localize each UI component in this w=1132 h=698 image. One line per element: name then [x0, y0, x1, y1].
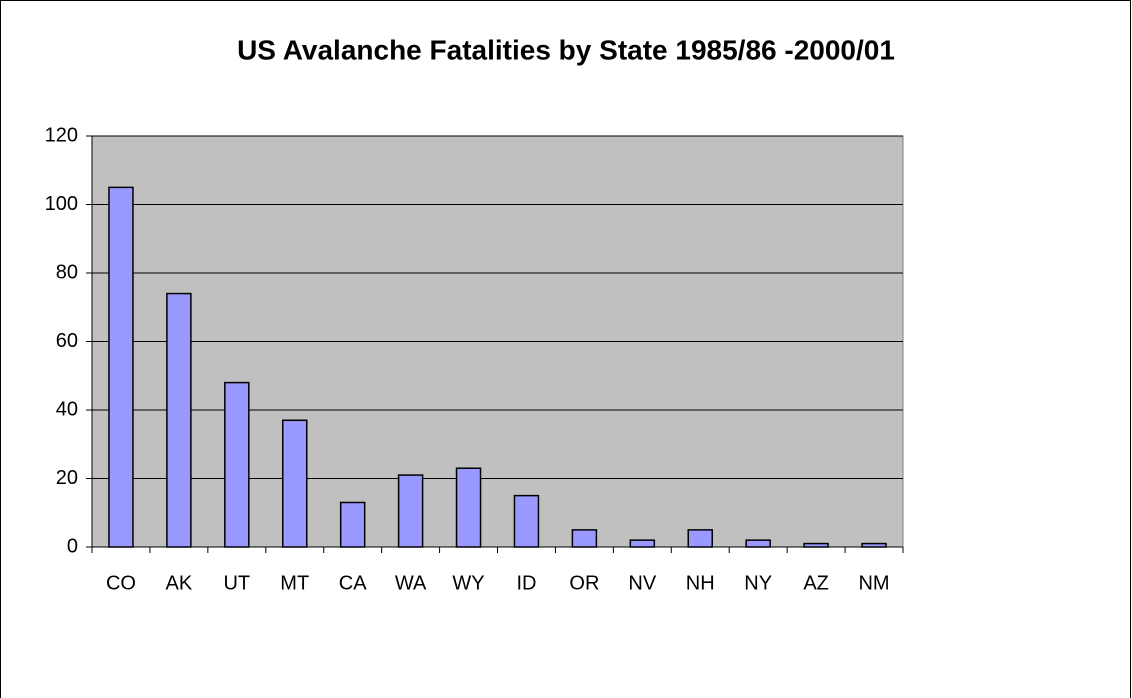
x-tick-label: AZ	[803, 572, 829, 594]
y-tick-label: 120	[45, 124, 78, 146]
x-tick-label: MT	[280, 572, 309, 594]
x-tick-label: WA	[395, 572, 427, 594]
x-tick-label: OR	[569, 572, 599, 594]
x-tick-label: CA	[339, 572, 367, 594]
x-tick-label: NH	[686, 572, 715, 594]
y-tick-label: 80	[56, 261, 78, 283]
bar	[803, 542, 829, 548]
x-tick-label: NM	[858, 572, 889, 594]
x-tick-label: AK	[166, 572, 193, 594]
x-tick-label: NY	[744, 572, 772, 594]
bar	[339, 501, 366, 548]
bar	[687, 529, 713, 548]
bar	[571, 529, 598, 548]
bar	[455, 467, 482, 548]
bar	[513, 494, 540, 548]
y-tick-label: 60	[56, 330, 78, 352]
bar	[282, 419, 308, 548]
x-tick-label: WY	[452, 572, 484, 594]
bar	[166, 292, 192, 548]
bar	[861, 542, 887, 548]
x-tick-label: NV	[628, 572, 656, 594]
y-tick-label: 100	[45, 193, 78, 215]
x-tick-label: ID	[516, 572, 536, 594]
y-tick-label: 0	[67, 535, 78, 557]
x-tick-label: CO	[106, 572, 136, 594]
bar	[629, 539, 656, 548]
bar	[745, 539, 771, 548]
y-tick-label: 40	[56, 398, 78, 420]
x-tick-label: UT	[223, 572, 250, 594]
bar	[397, 474, 424, 548]
y-tick-label: 20	[56, 467, 78, 489]
chart-title: US Avalanche Fatalities by State 1985/86…	[237, 34, 895, 65]
bar	[108, 186, 134, 548]
bar	[224, 381, 250, 548]
